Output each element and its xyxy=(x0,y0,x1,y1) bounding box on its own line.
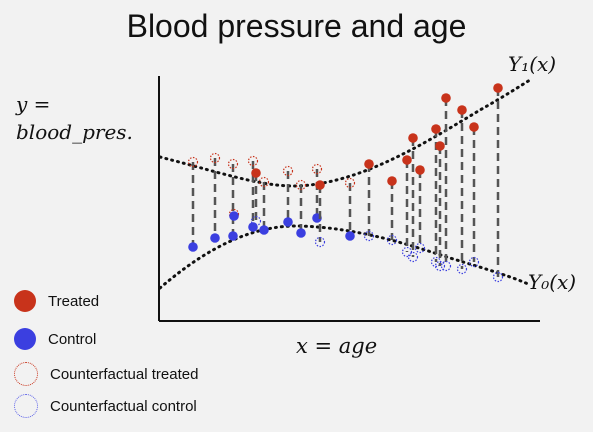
control-point xyxy=(188,242,198,252)
control-swatch-icon xyxy=(14,328,36,350)
treated-point xyxy=(315,180,325,190)
legend-label-treated: Treated xyxy=(48,293,99,310)
legend-label-control: Control xyxy=(48,331,96,348)
treated-point xyxy=(441,93,451,103)
treated-point xyxy=(469,122,479,132)
treated-point xyxy=(435,141,445,151)
control-point xyxy=(345,231,355,241)
legend: Treated Control Counterfactual treated C… xyxy=(14,282,198,422)
cf-treated-swatch-icon xyxy=(14,362,38,386)
control-point xyxy=(259,225,269,235)
treated-point xyxy=(364,159,374,169)
cf-control-swatch-icon xyxy=(14,394,38,418)
legend-item-control: Control xyxy=(14,320,198,358)
treated-point xyxy=(402,155,412,165)
treated-point xyxy=(493,83,503,93)
treated-point xyxy=(251,168,261,178)
treated-point xyxy=(431,124,441,134)
legend-label-cf-treated: Counterfactual treated xyxy=(50,366,198,383)
treated-point xyxy=(387,176,397,186)
control-point xyxy=(228,231,238,241)
control-point xyxy=(283,217,293,227)
treated-swatch-icon xyxy=(14,290,36,312)
treated-point xyxy=(415,165,425,175)
legend-item-cf-control: Counterfactual control xyxy=(14,390,198,422)
control-point xyxy=(296,228,306,238)
data-points xyxy=(188,83,503,281)
legend-item-cf-treated: Counterfactual treated xyxy=(14,358,198,390)
legend-label-cf-control: Counterfactual control xyxy=(50,398,197,415)
control-point xyxy=(210,233,220,243)
treated-point xyxy=(408,133,418,143)
treated-point xyxy=(457,105,467,115)
control-point xyxy=(248,222,258,232)
control-point xyxy=(229,211,239,221)
legend-item-treated: Treated xyxy=(14,282,198,320)
